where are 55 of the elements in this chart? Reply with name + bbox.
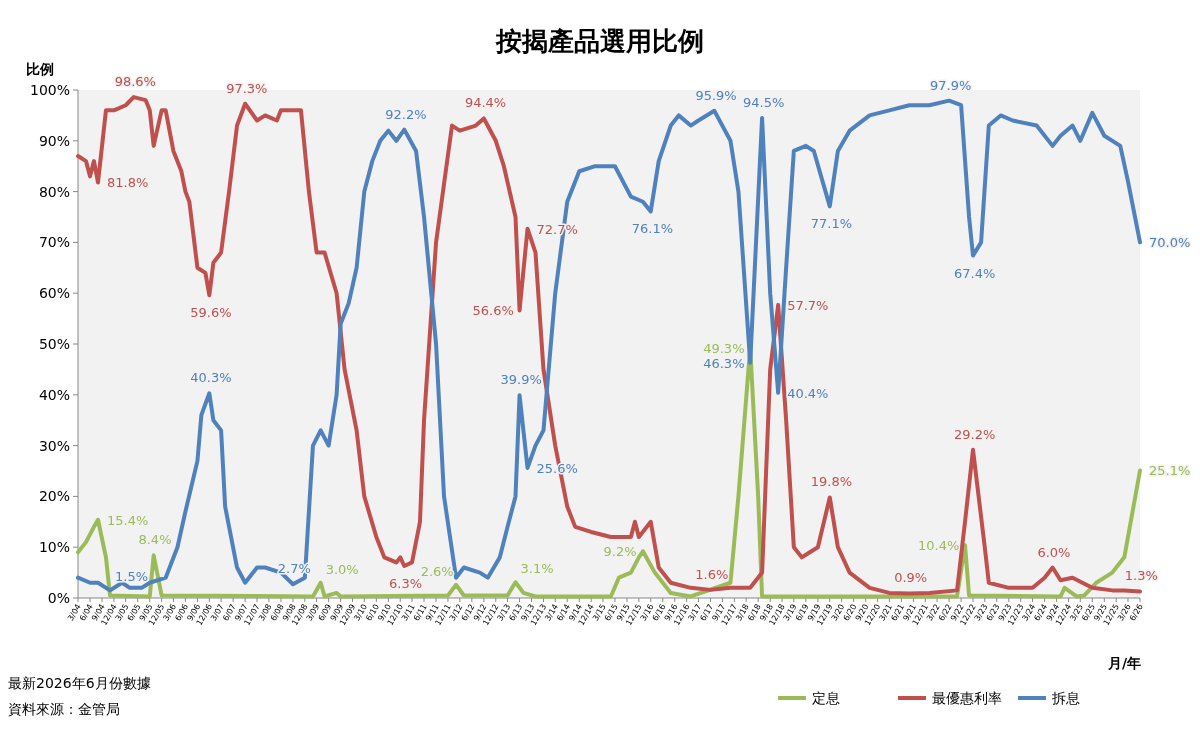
y-tick-label: 70% — [38, 234, 70, 251]
data-label: 67.4% — [954, 265, 996, 281]
y-tick-label: 50% — [38, 336, 70, 352]
y-tick-label: 100% — [29, 82, 70, 98]
data-label: 9.2% — [603, 544, 637, 560]
x-axis-title: 月/年 — [1107, 655, 1142, 671]
source-note: 資料來源：金管局 — [8, 701, 120, 717]
data-label: 1.3% — [1124, 568, 1158, 584]
y-tick-label: 20% — [38, 488, 70, 505]
data-label: 76.1% — [631, 221, 674, 237]
y-tick-label: 60% — [38, 285, 70, 302]
data-label: 1.5% — [115, 569, 149, 585]
data-label: 15.4% — [106, 512, 149, 528]
data-label: 8.4% — [138, 532, 172, 548]
data-label: 40.3% — [190, 370, 232, 386]
data-label: 77.1% — [810, 216, 853, 232]
y-tick-label: 30% — [38, 437, 70, 454]
data-label: 6.3% — [389, 576, 423, 591]
data-label: 49.3% — [703, 340, 745, 356]
data-label: 97.9% — [930, 77, 972, 93]
data-label: 70.0% — [1149, 235, 1191, 251]
data-label: 2.6% — [420, 563, 454, 579]
legend-label: 最優惠利率 — [932, 690, 1002, 706]
y-tick-label: 40% — [38, 386, 70, 403]
data-label: 1.6% — [695, 566, 729, 582]
data-label: 39.9% — [500, 372, 542, 388]
legend-label: 拆息 — [1051, 690, 1080, 706]
y-tick-label: 90% — [38, 132, 70, 149]
y-tick-label: 80% — [38, 183, 70, 200]
data-label: 3.0% — [325, 561, 359, 577]
data-label: 92.2% — [385, 106, 427, 122]
data-label: 81.8% — [106, 175, 149, 191]
data-label: 57.7% — [787, 297, 829, 313]
data-label: 46.3% — [703, 355, 745, 371]
data-label: 19.8% — [810, 474, 853, 490]
data-label: 10.4% — [918, 538, 960, 554]
data-label: 98.6% — [114, 74, 156, 90]
y-tick-label: 0% — [47, 590, 70, 606]
data-label: 59.6% — [190, 305, 232, 321]
data-label: 6.0% — [1037, 544, 1071, 560]
data-label: 40.4% — [787, 385, 829, 401]
data-label: 56.6% — [472, 303, 514, 319]
data-label: 94.5% — [743, 94, 785, 110]
data-label: 25.1% — [1149, 463, 1191, 479]
data-label: 94.4% — [464, 95, 507, 111]
text: 最新2026年6月份數據 — [8, 675, 151, 691]
chart-title: 按揭產品選用比例 — [495, 26, 704, 56]
data-label: 95.9% — [695, 87, 737, 103]
legend-label: 定息 — [812, 690, 840, 706]
data-label: 0.9% — [894, 570, 928, 586]
y-tick-label: 10% — [38, 539, 70, 556]
data-label: 97.3% — [226, 80, 268, 96]
data-label: 29.2% — [954, 426, 996, 442]
data-label: 3.1% — [520, 561, 554, 577]
y-axis-title: 比例 — [26, 61, 54, 77]
